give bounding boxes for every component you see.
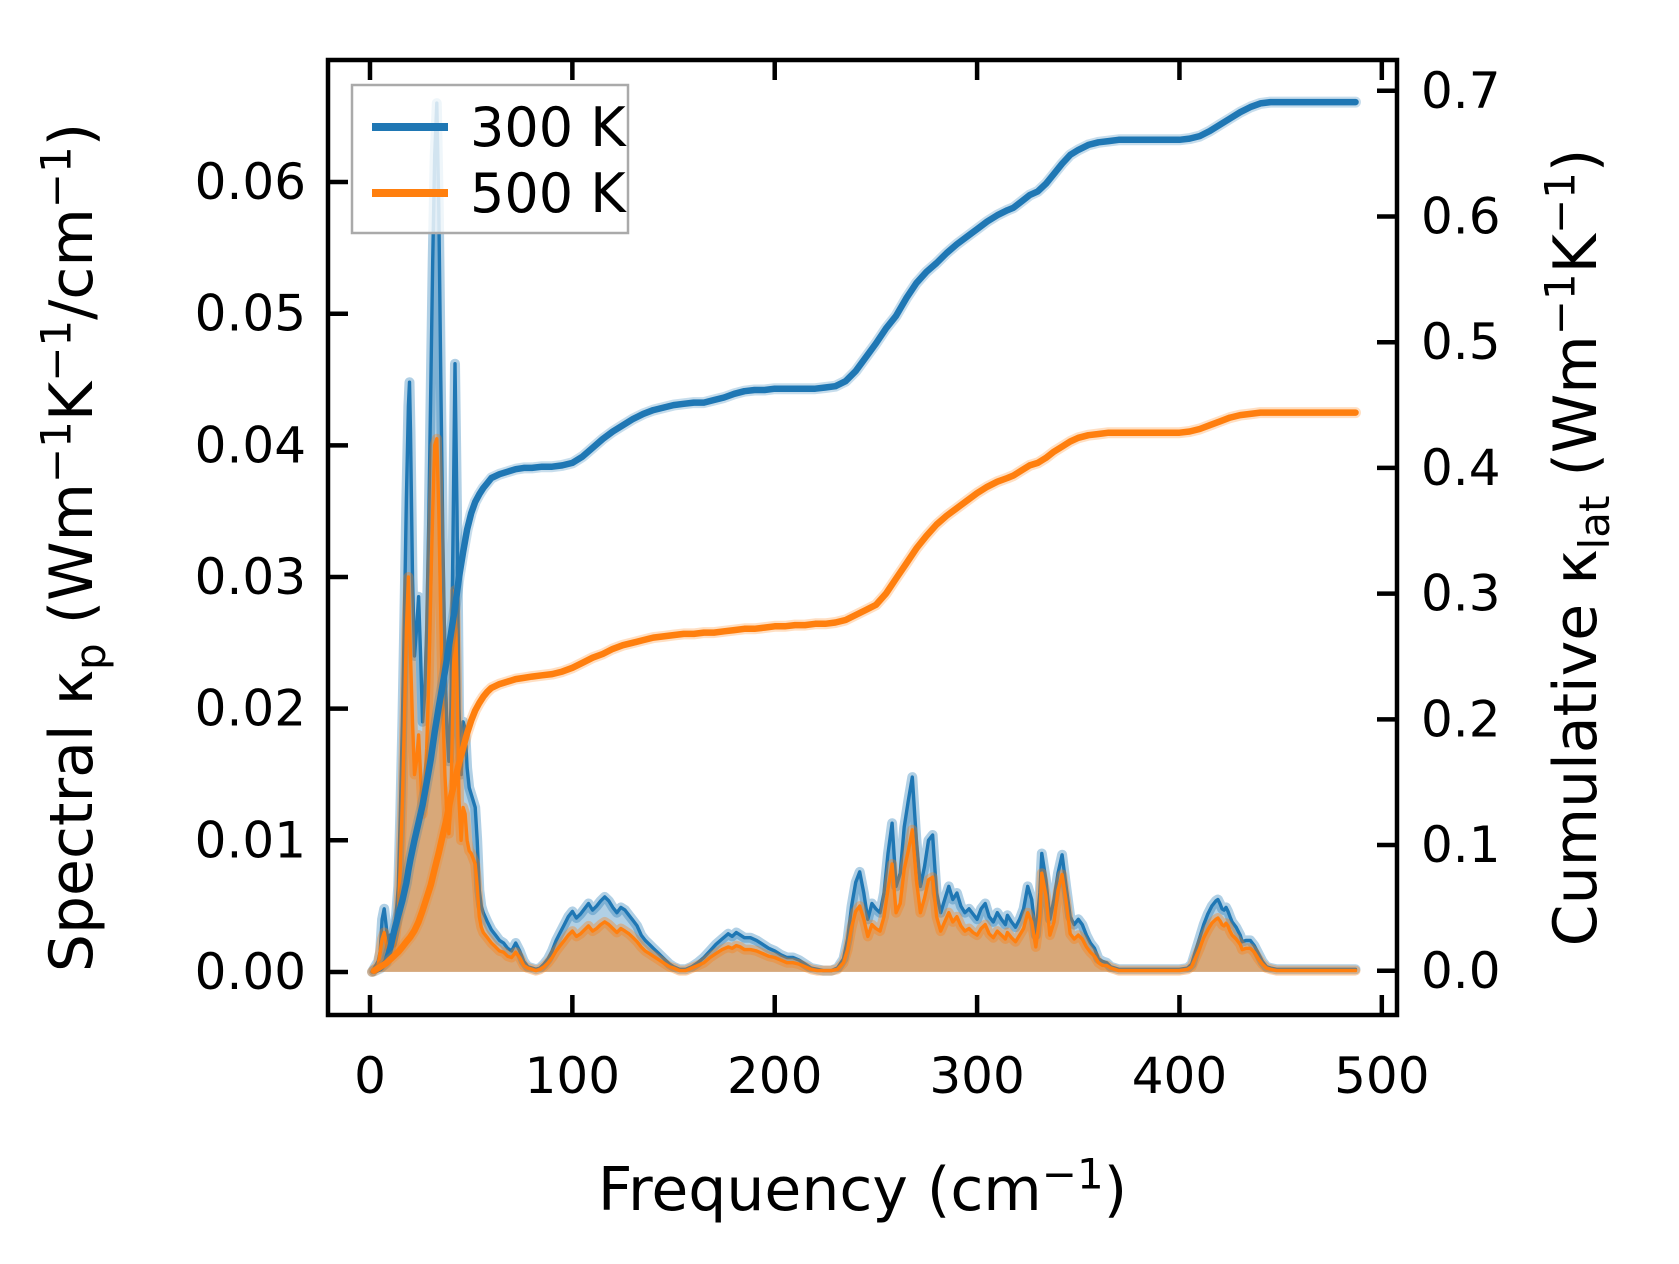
axes-spines <box>325 57 1400 1018</box>
x-axis-label: Frequency (cm−1) <box>598 1149 1127 1225</box>
legend-label-300k: 300 K <box>470 96 627 159</box>
x-tick-label: 500 <box>1334 1047 1429 1105</box>
y-right-tick-label: 0.1 <box>1421 816 1501 874</box>
series-cumulative-500k-line <box>370 409 1359 975</box>
y-right-tick-label: 0.2 <box>1421 690 1501 748</box>
series-spectral-500k-fill <box>372 438 1356 972</box>
y-left-tick-label: 0.01 <box>195 811 306 869</box>
legend-box <box>350 83 630 235</box>
x-tick-label: 400 <box>1132 1047 1227 1105</box>
y-left-axis-label: Spectral κp (Wm−1K−1/cm−1) <box>31 123 115 972</box>
x-tick-label: 300 <box>929 1047 1024 1105</box>
y-right-tick-label: 0.4 <box>1421 439 1501 497</box>
legend-label-500k: 500 K <box>470 162 627 225</box>
y-right-tick-label: 0.7 <box>1421 62 1501 120</box>
series-spectral-300k-line <box>370 101 1358 974</box>
x-tick-label: 200 <box>727 1047 822 1105</box>
y-right-tick-label: 0.5 <box>1421 313 1501 371</box>
y-left-tick-label: 0.03 <box>195 548 306 606</box>
y-left-tick-label: 0.02 <box>195 680 306 738</box>
x-tick-label: 0 <box>354 1047 386 1105</box>
series-cumulative-300k-line <box>370 98 1359 975</box>
y-right-tick-label: 0.3 <box>1421 565 1501 623</box>
y-right-tick-label: 0.6 <box>1421 188 1501 246</box>
y-left-tick-label: 0.04 <box>195 416 306 474</box>
y-left-tick-label: 0.06 <box>195 153 306 211</box>
y-left-tick-label: 0.05 <box>195 285 306 343</box>
y-left-tick-label: 0.00 <box>195 943 306 1001</box>
y-right-axis-label: Cumulative κlat (Wm−1K−1) <box>1535 149 1619 947</box>
x-tick-label: 100 <box>525 1047 620 1105</box>
y-right-tick-label: 0.0 <box>1421 942 1501 1000</box>
